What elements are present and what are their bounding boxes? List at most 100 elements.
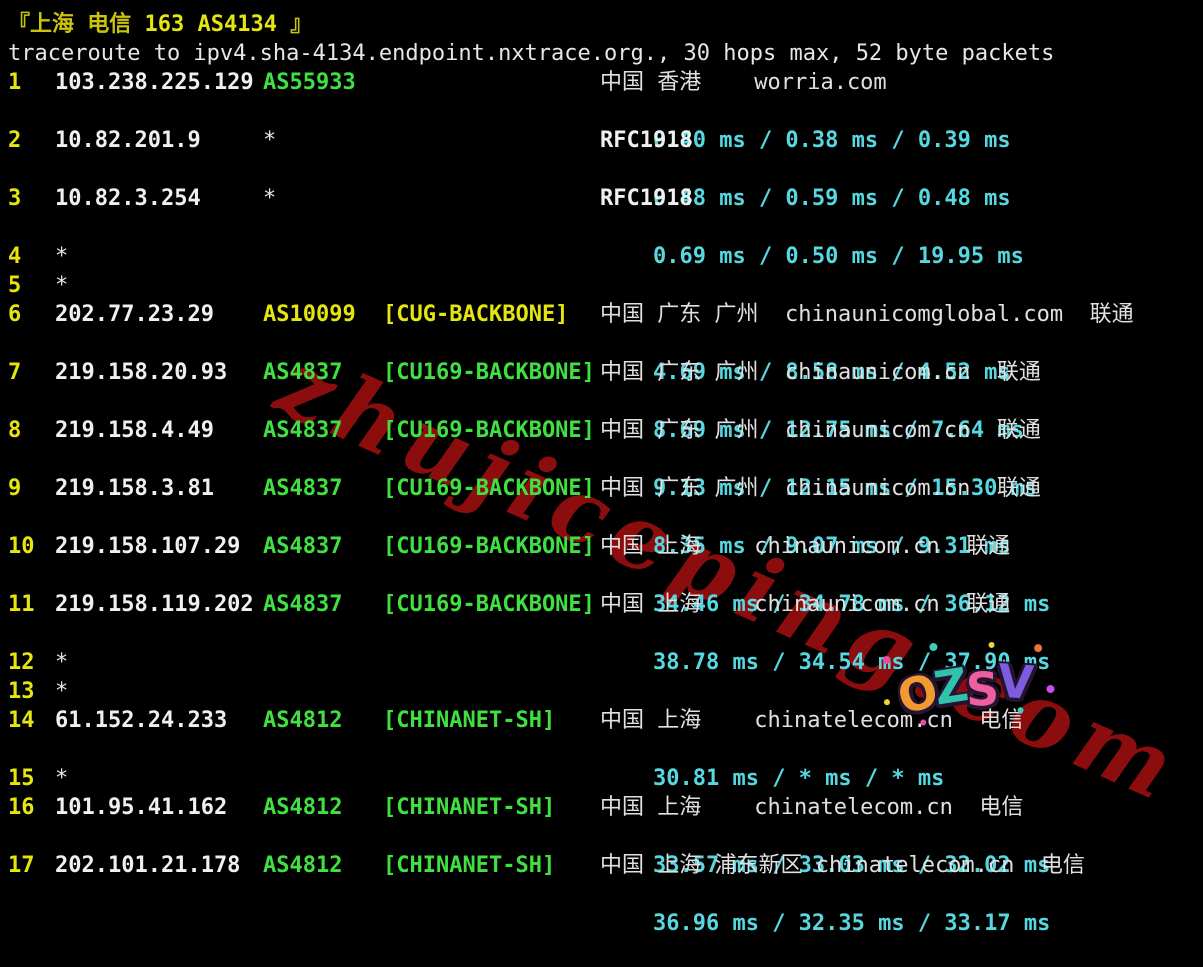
hop-asn: AS4837 bbox=[263, 534, 343, 559]
hop-asn bbox=[263, 677, 383, 706]
hop-rtt-line: 0.40 ms / 0.38 ms / 0.39 ms bbox=[8, 97, 1203, 153]
hop-asn bbox=[263, 764, 383, 793]
hop-rtt-values: 4.69 ms / 8.58 ms / 4.52 ms bbox=[652, 360, 1011, 385]
hop-rtt-line: 30.81 ms / * ms / * ms bbox=[8, 735, 1203, 791]
hop-geo-info: 中国 广东 广州 chinaunicom.cn 联通 bbox=[600, 418, 1041, 443]
hop-ip: 219.158.119.202 bbox=[55, 592, 254, 617]
hop-number: 14 bbox=[8, 708, 35, 733]
hop-rtt-values: 30.81 ms / * ms / * ms bbox=[652, 766, 945, 791]
hop-tag bbox=[383, 126, 600, 155]
hop-rtt-line: 33.57 ms / 33.03 ms / 32.02 ms bbox=[8, 822, 1203, 878]
hop-asn: AS4837 bbox=[263, 476, 343, 501]
hop-tag: [CHINANET-SH] bbox=[383, 795, 556, 820]
hop-ip: 219.158.20.93 bbox=[55, 360, 228, 385]
hop-tag bbox=[383, 764, 600, 793]
hop-number: 17 bbox=[8, 853, 35, 878]
hop-row: 15 * bbox=[8, 764, 1203, 793]
hop-tag: [CU169-BACKBONE] bbox=[383, 476, 595, 501]
hop-geo-info: 中国 上海 chinaunicom.cn 联通 bbox=[600, 592, 1011, 617]
hop-rtt-values: 0.40 ms / 0.38 ms / 0.39 ms bbox=[652, 128, 1011, 153]
session-title: 『上海 电信 163 AS4134 』 bbox=[8, 10, 1203, 39]
hop-number: 2 bbox=[8, 128, 22, 153]
hop-asn bbox=[263, 648, 383, 677]
hop-asn: AS55933 bbox=[263, 70, 356, 95]
hop-number: 13 bbox=[8, 679, 35, 704]
hop-ip: 202.77.23.29 bbox=[55, 302, 214, 327]
hop-rtt-values: 33.57 ms / 33.03 ms / 32.02 ms bbox=[652, 853, 1051, 878]
hop-geo-info: RFC1918 bbox=[600, 128, 693, 153]
hop-row: 14 61.152.24.233 AS4812 [CHINANET-SH] 中国… bbox=[8, 706, 1203, 735]
hop-tag bbox=[383, 648, 600, 677]
hop-ip: 219.158.3.81 bbox=[55, 476, 214, 501]
hop-ip: * bbox=[55, 679, 69, 704]
hop-number: 3 bbox=[8, 186, 22, 211]
hop-geo-info: RFC1918 bbox=[600, 186, 693, 211]
hop-row: 6 202.77.23.29 AS10099 [CUG-BACKBONE] 中国… bbox=[8, 300, 1203, 329]
hop-geo-info: 中国 上海 chinaunicom.cn 联通 bbox=[600, 534, 1011, 559]
hop-ip: 101.95.41.162 bbox=[55, 795, 228, 820]
hop-number: 9 bbox=[8, 476, 22, 501]
hop-asn: AS4837 bbox=[263, 418, 343, 443]
hop-row: 10 219.158.107.29 AS4837 [CU169-BACKBONE… bbox=[8, 532, 1203, 561]
hop-tag bbox=[383, 68, 600, 97]
traceroute-header: traceroute to ipv4.sha-4134.endpoint.nxt… bbox=[8, 41, 1055, 66]
hop-ip: 61.152.24.233 bbox=[55, 708, 228, 733]
hop-number: 12 bbox=[8, 650, 35, 675]
hop-tag: [CU169-BACKBONE] bbox=[383, 360, 595, 385]
hop-number: 8 bbox=[8, 418, 22, 443]
hop-number: 16 bbox=[8, 795, 35, 820]
hop-tag bbox=[383, 677, 600, 706]
hop-asn bbox=[263, 242, 383, 271]
hop-row: 13 * bbox=[8, 677, 1203, 706]
hop-asn: * bbox=[263, 128, 277, 153]
hop-asn: * bbox=[263, 186, 277, 211]
hop-tag: [CHINANET-SH] bbox=[383, 853, 556, 878]
hop-asn bbox=[263, 271, 383, 300]
hop-asn: AS4812 bbox=[263, 853, 343, 878]
ozsv-sticker-letter: S bbox=[965, 661, 999, 717]
hop-row: 8 219.158.4.49 AS4837 [CU169-BACKBONE] 中… bbox=[8, 416, 1203, 445]
hop-geo-info: 中国 香港 worria.com bbox=[600, 70, 887, 95]
hop-row: 3 10.82.3.254 * RFC1918 bbox=[8, 184, 1203, 213]
hop-row: 7 219.158.20.93 AS4837 [CU169-BACKBONE] … bbox=[8, 358, 1203, 387]
hop-rtt-values: 36.96 ms / 32.35 ms / 33.17 ms bbox=[652, 911, 1051, 936]
hop-rtt-values: 8.35 ms / 9.07 ms / 9.31 ms bbox=[652, 534, 1011, 559]
hop-ip: 202.101.21.178 bbox=[55, 853, 241, 878]
hop-ip: 10.82.201.9 bbox=[55, 128, 201, 153]
hop-row: 17 202.101.21.178 AS4812 [CHINANET-SH] 中… bbox=[8, 851, 1203, 880]
hop-row: 11 219.158.119.202 AS4837 [CU169-BACKBON… bbox=[8, 590, 1203, 619]
hop-asn: AS4812 bbox=[263, 708, 343, 733]
hop-geo-info: 中国 上海 浦东新区 chinatelecom.cn 电信 bbox=[600, 853, 1085, 878]
hop-number: 1 bbox=[8, 70, 22, 95]
hop-geo-info: 中国 上海 chinatelecom.cn 电信 bbox=[600, 795, 1024, 820]
hop-rtt-values: 34.46 ms / 34.78 ms / 36.12 ms bbox=[652, 592, 1051, 617]
hop-ip: * bbox=[55, 766, 69, 791]
hop-row: 1 103.238.225.129 AS55933 中国 香港 worria.c… bbox=[8, 68, 1203, 97]
hop-number: 6 bbox=[8, 302, 22, 327]
hop-number: 10 bbox=[8, 534, 35, 559]
hop-ip: 219.158.107.29 bbox=[55, 534, 241, 559]
hop-ip: 10.82.3.254 bbox=[55, 186, 201, 211]
hop-rtt-line: 8.69 ms / 12.75 ms / 7.64 ms bbox=[8, 387, 1203, 443]
hop-ip: * bbox=[55, 273, 69, 298]
hop-tag: [CU169-BACKBONE] bbox=[383, 418, 595, 443]
hop-rtt-values: 9.13 ms / 12.15 ms / 15.30 ms bbox=[652, 476, 1038, 501]
hop-ip: * bbox=[55, 650, 69, 675]
hop-row: 9 219.158.3.81 AS4837 [CU169-BACKBONE] 中… bbox=[8, 474, 1203, 503]
hop-geo-info: 中国 广东 广州 chinaunicom.cn 联通 bbox=[600, 476, 1041, 501]
hop-row: 5 * bbox=[8, 271, 1203, 300]
hop-tag: [CHINANET-SH] bbox=[383, 708, 556, 733]
hop-number: 4 bbox=[8, 244, 22, 269]
hop-ip: 103.238.225.129 bbox=[55, 70, 254, 95]
session-title-highlight: 163 AS4134 bbox=[144, 12, 277, 37]
ozsv-sticker-letter: V bbox=[995, 653, 1033, 710]
hop-asn: AS4837 bbox=[263, 360, 343, 385]
hop-rtt-values: 0.48 ms / 0.59 ms / 0.48 ms bbox=[652, 186, 1011, 211]
hop-number: 15 bbox=[8, 766, 35, 791]
hop-geo-info: 中国 广东 广州 chinaunicom.cn 联通 bbox=[600, 360, 1041, 385]
hop-asn: AS4812 bbox=[263, 795, 343, 820]
hop-rtt-values: 0.69 ms / 0.50 ms / 19.95 ms bbox=[652, 244, 1024, 269]
hop-geo-info: 中国 广东 广州 chinaunicomglobal.com 联通 bbox=[600, 302, 1134, 327]
hop-rtt-line: 0.69 ms / 0.50 ms / 19.95 ms bbox=[8, 213, 1203, 269]
hop-row: 16 101.95.41.162 AS4812 [CHINANET-SH] 中国… bbox=[8, 793, 1203, 822]
